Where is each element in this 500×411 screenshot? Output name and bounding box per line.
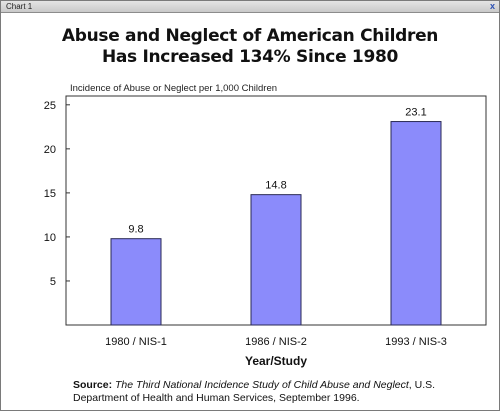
y-axis: 5 10 15 20 25 <box>44 100 70 288</box>
window-titlebar: Chart 1 x <box>1 1 499 13</box>
chart-title-line-2: Has Increased 134% Since 1980 <box>101 47 399 67</box>
bar <box>110 238 162 326</box>
x-tick-label: 1986 / NIS-2 <box>245 336 307 348</box>
source-study-title: The Third National Incidence Study of Ch… <box>115 379 409 391</box>
x-axis-label: Year/Study <box>245 354 307 368</box>
y-tick-label: 20 <box>44 144 56 156</box>
window-title: Chart 1 <box>6 2 33 11</box>
bar-value-label: 14.8 <box>265 180 286 192</box>
y-tick-label: 10 <box>44 232 56 244</box>
y-tick-label: 15 <box>44 188 56 200</box>
x-tick-label: 1993 / NIS-3 <box>385 336 447 348</box>
source-publisher: , U.S. Department of Health and Human Se… <box>73 379 436 404</box>
bar <box>250 194 302 326</box>
bars: 9.8 14.8 23.1 <box>110 107 442 326</box>
close-icon[interactable]: x <box>489 1 495 11</box>
x-tick-label: 1980 / NIS-1 <box>105 336 167 348</box>
source-note: Source: The Third National Incidence Stu… <box>73 379 483 405</box>
x-axis: 1980 / NIS-1 1986 / NIS-2 1993 / NIS-3 <box>105 336 447 348</box>
chart-title-line-1: Abuse and Neglect of American Children <box>61 26 439 46</box>
bar <box>390 121 442 326</box>
y-axis-label: Incidence of Abuse or Neglect per 1,000 … <box>70 83 277 94</box>
y-tick-label: 25 <box>44 100 56 112</box>
bar-value-label: 23.1 <box>405 107 426 119</box>
bar-value-label: 9.8 <box>128 224 143 236</box>
y-tick-label: 5 <box>50 276 56 288</box>
source-label: Source: <box>73 379 113 391</box>
